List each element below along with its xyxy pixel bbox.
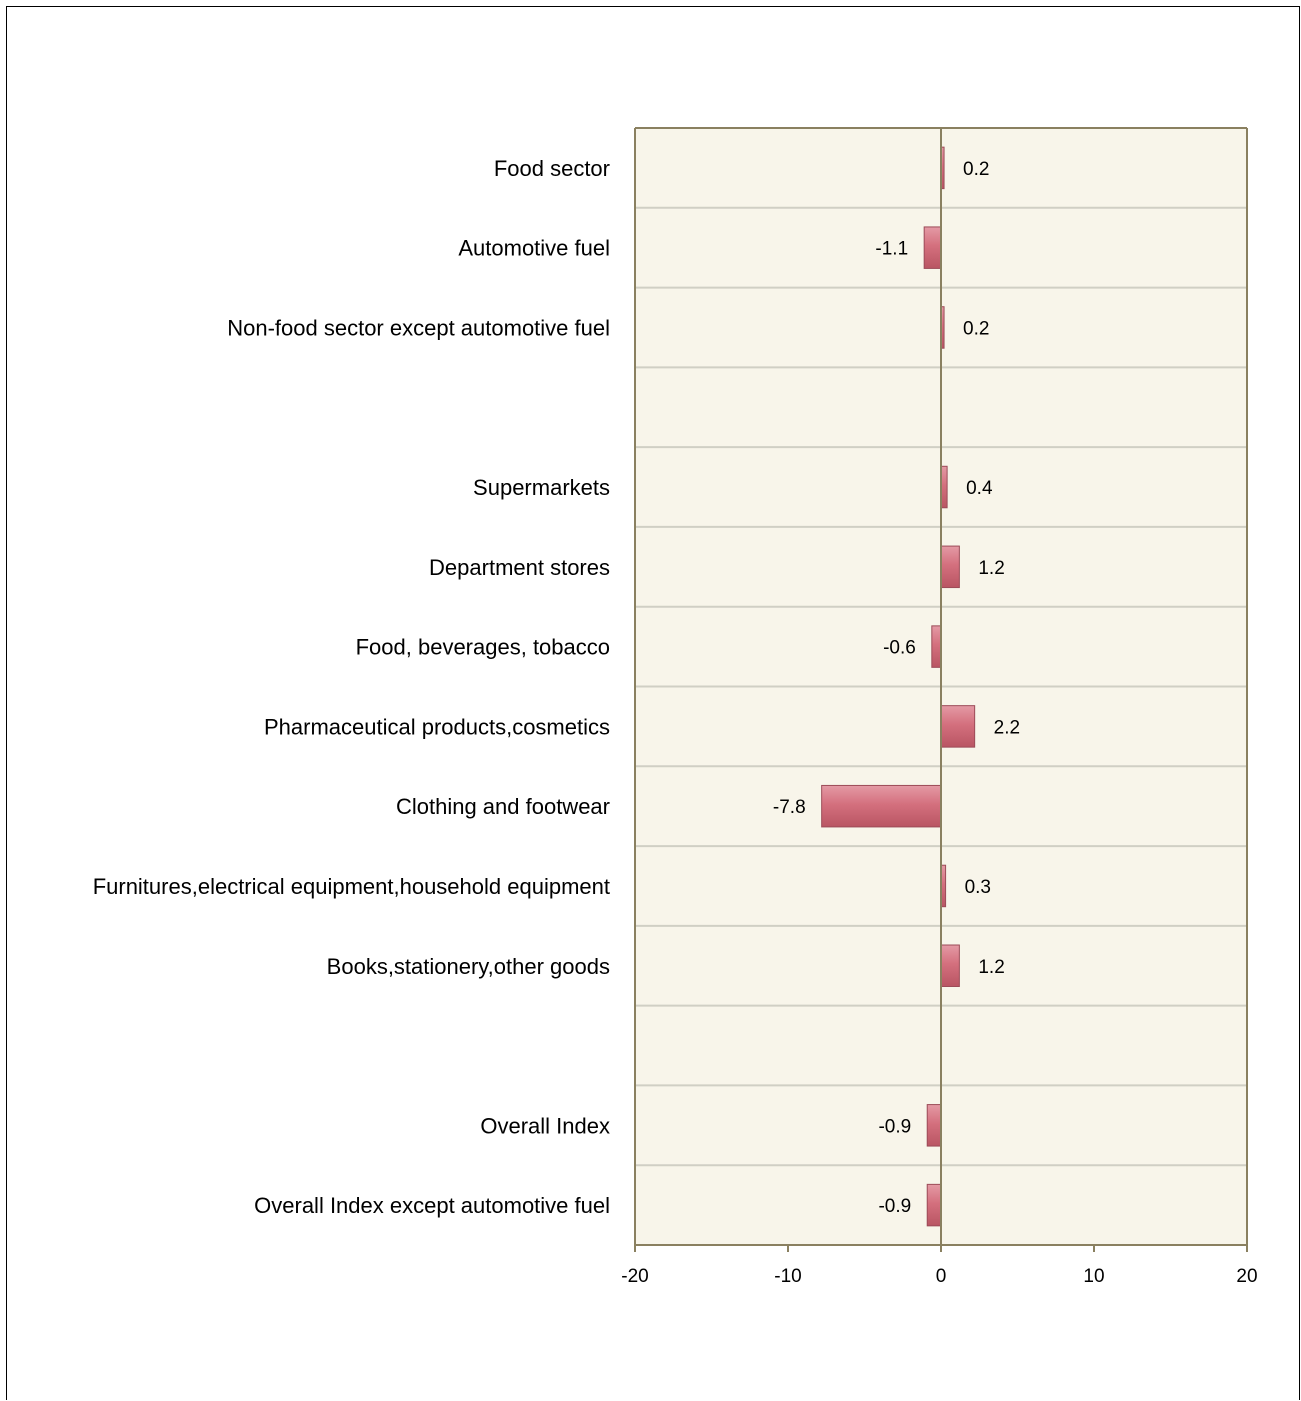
data-label: 1.2 [978,558,1004,579]
data-label: 0.3 [965,877,991,898]
category-label: Supermarkets [473,475,610,500]
category-label: Pharmaceutical products,cosmetics [264,714,610,739]
bar [940,944,960,987]
data-label: -0.9 [878,1116,911,1137]
category-label: Food, beverages, tobacco [356,635,610,660]
bar [926,1104,942,1147]
data-label: -1.1 [875,239,908,260]
data-label: 0.2 [963,159,989,180]
category-label: Automotive fuel [458,236,610,261]
x-tick-label: 0 [936,1266,947,1287]
data-label: -0.6 [883,638,916,659]
data-label: 1.2 [978,957,1004,978]
category-label: Overall Index except automotive fuel [254,1193,610,1218]
bar [940,705,976,748]
x-tick-label: 10 [1083,1266,1104,1287]
bars [821,146,976,1227]
category-label: Food sector [494,156,610,181]
chart-frame [6,6,1300,1400]
bar [931,625,942,668]
x-axis-ticks: -20 -10 0 10 20 [621,1245,1258,1287]
x-tick-label: -20 [621,1266,648,1287]
bar [940,545,960,589]
x-tick-label: -10 [774,1266,801,1287]
data-label: -0.9 [878,1196,911,1217]
bar [926,1183,942,1227]
category-label: Clothing and footwear [396,794,610,819]
category-label: Books,stationery,other goods [327,954,610,979]
category-label: Furnitures,electrical equipment,househol… [93,874,610,899]
bar [821,784,942,828]
data-label: 2.2 [994,717,1020,738]
category-label: Overall Index [480,1113,610,1138]
value-labels: 0.2 -1.1 0.2 0.4 1.2 -0.6 2.2 -7.8 0.3 1.2 -0.9 -0.… [773,159,1020,1217]
category-label: Non-food sector except automotive fuel [227,315,610,340]
data-label: 0.4 [966,478,993,499]
data-label: -7.8 [773,797,806,818]
x-tick-label: 20 [1236,1266,1257,1287]
category-label: Department stores [429,555,610,580]
category-labels: Food sector Automotive fuel Non-food secto… [93,156,610,1218]
data-label: 0.2 [963,318,989,339]
bar [923,226,942,269]
